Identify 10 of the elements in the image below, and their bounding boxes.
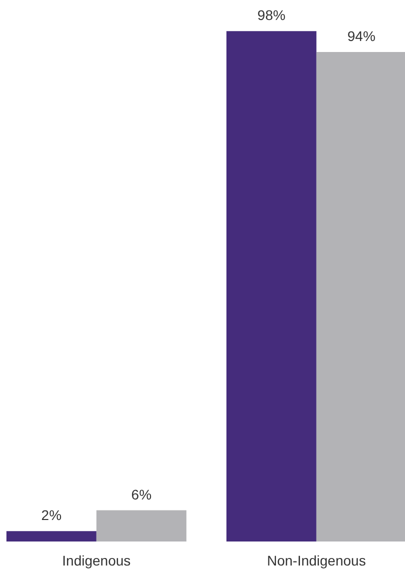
data-label: 98% [257,7,286,24]
data-label: 94% [347,28,376,44]
data-label: 6% [131,486,152,502]
data-label: 2% [41,507,62,524]
bar [316,52,405,542]
x-tick-label: Indigenous [62,552,131,568]
bar [226,31,316,542]
x-tick-label: Non-Indigenous [266,552,366,568]
bar [96,510,186,542]
bar [6,531,96,542]
